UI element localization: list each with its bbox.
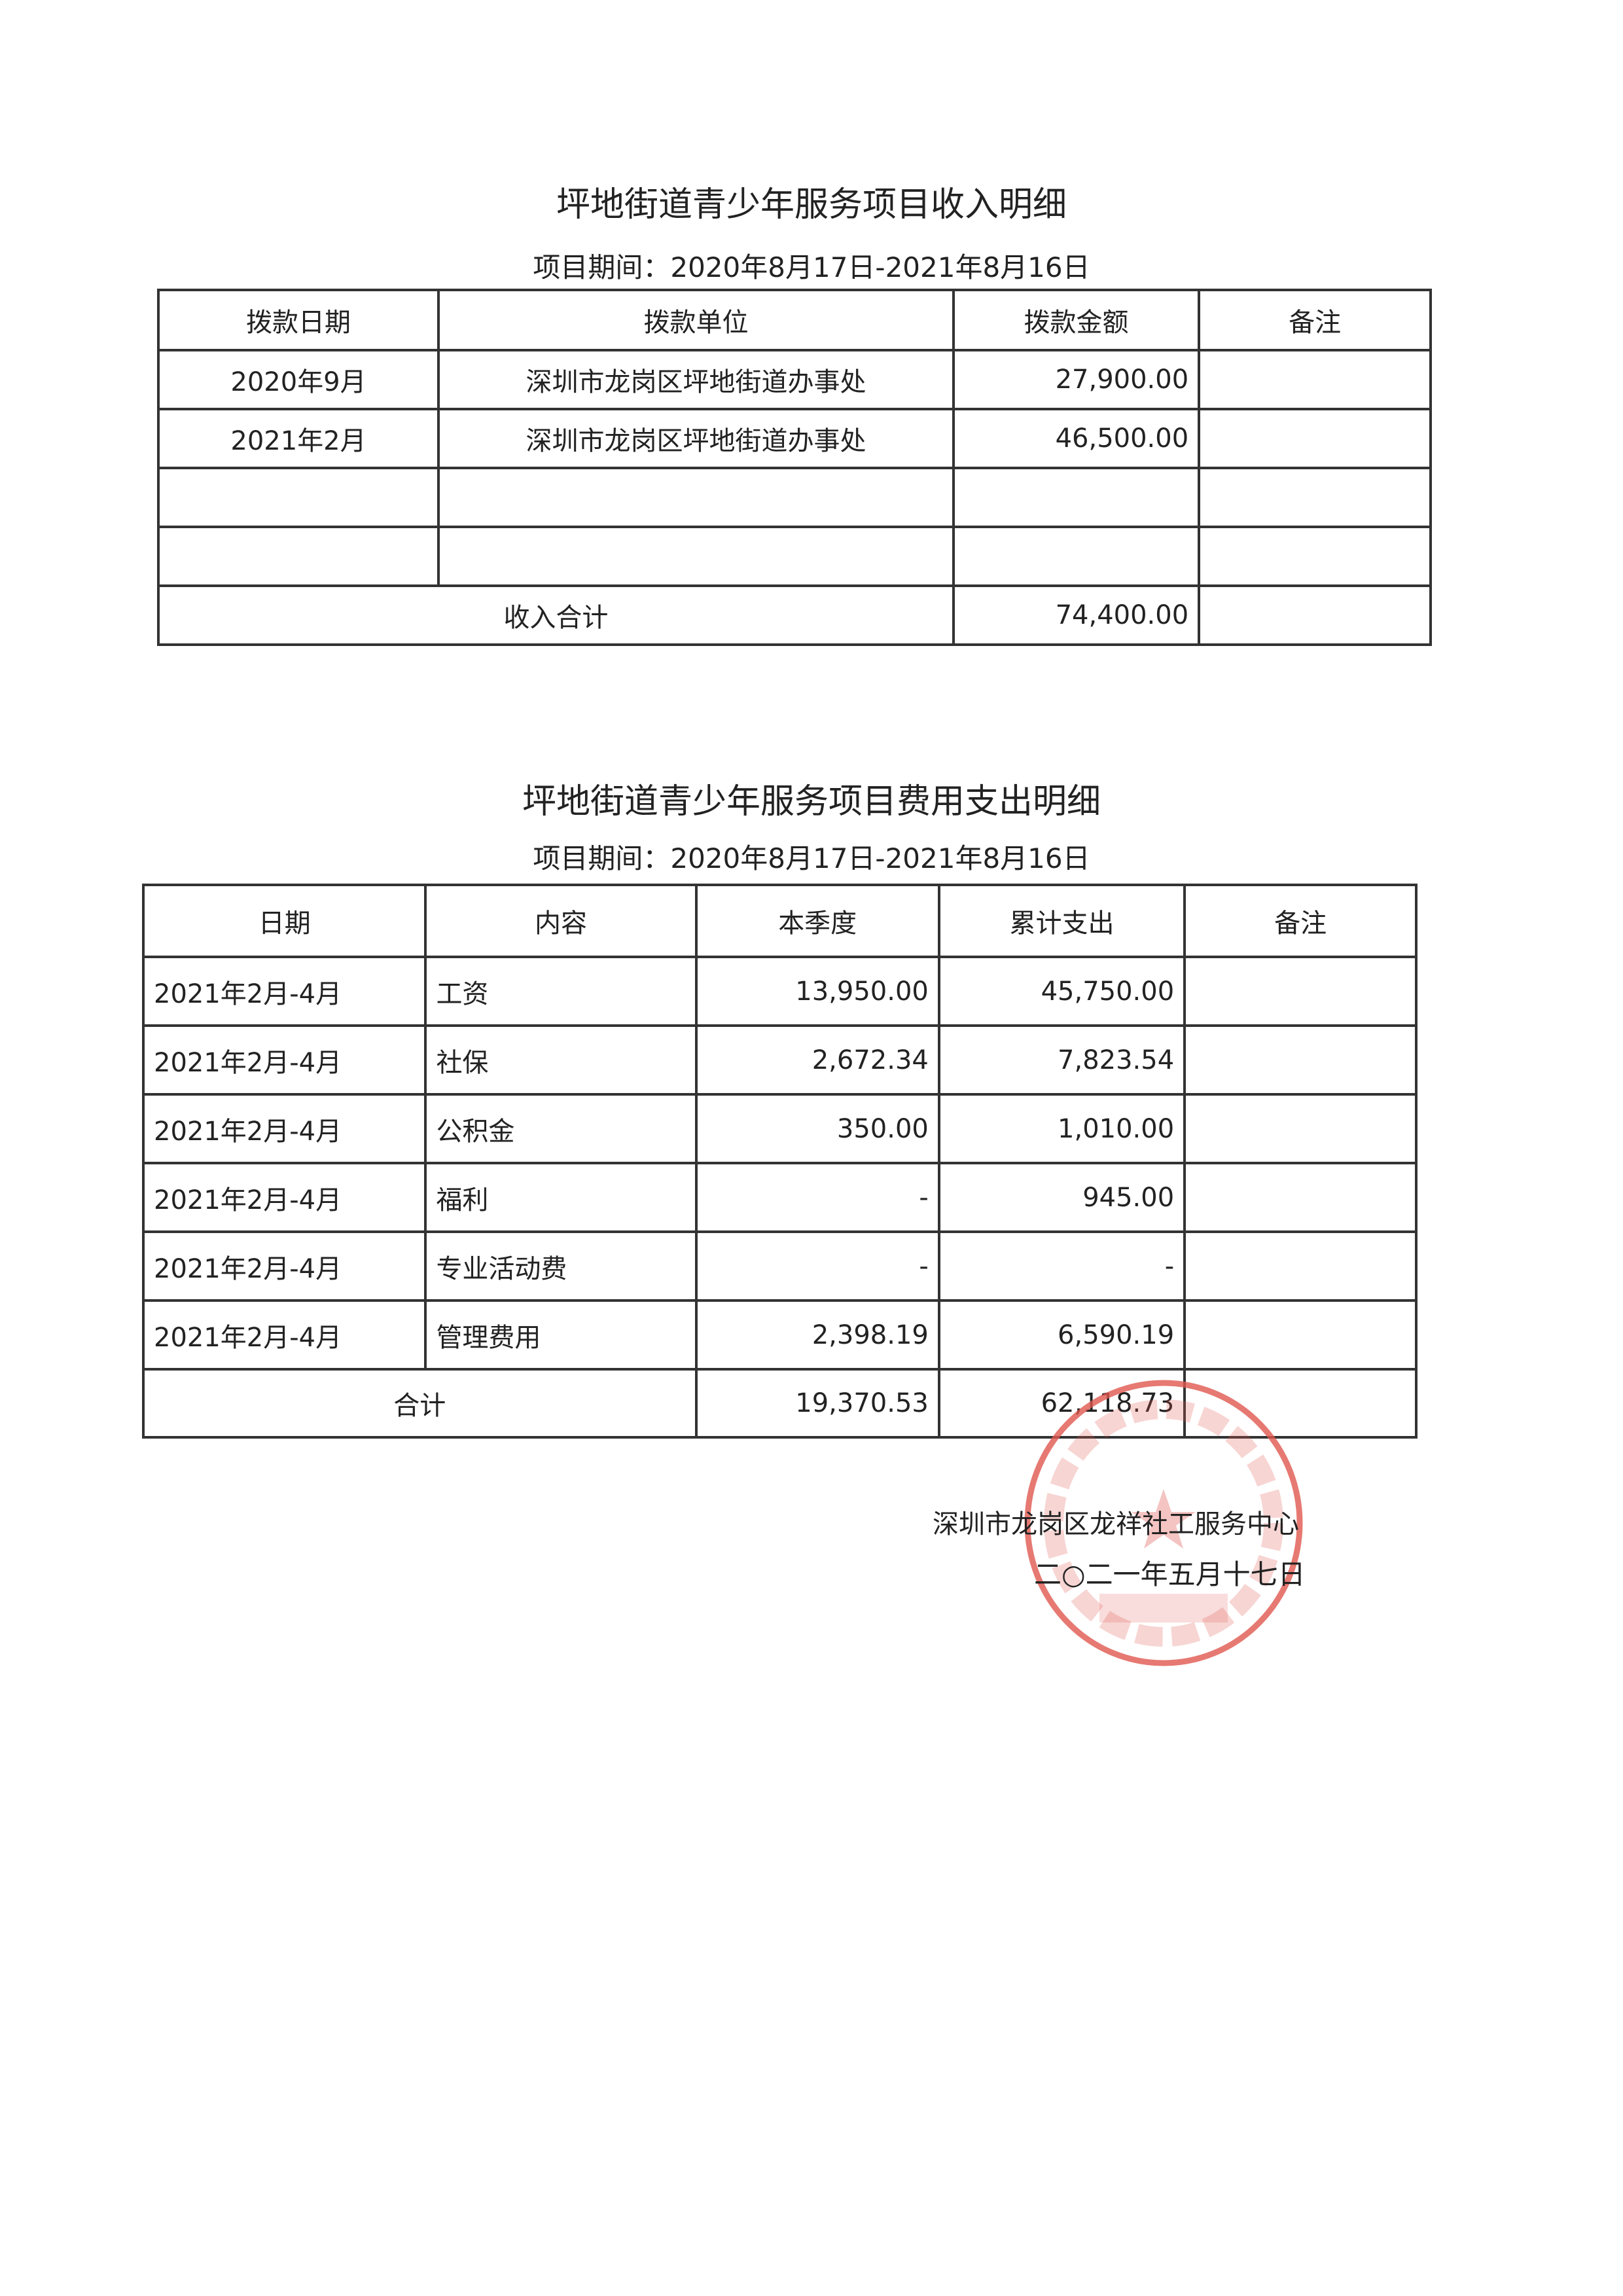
expense-table: 日期 内容 本季度 累计支出 备注 2021年2月-4月 工资 13,950.00 4… [141, 884, 1418, 1439]
cell-content: 管理费用 [424, 1299, 698, 1371]
cell-date: 2021年2月-4月 [141, 1093, 427, 1164]
table-row [156, 526, 1432, 587]
cell-date [156, 526, 440, 587]
table-row: 2021年2月-4月 管理费用 2,398.19 6,590.19 [141, 1299, 1418, 1371]
cell-unit [437, 467, 955, 528]
cell-amount [952, 526, 1201, 587]
header-date: 日期 [141, 884, 427, 958]
table-row: 2021年2月-4月 专业活动费 - - [141, 1230, 1418, 1302]
header-cumulative: 累计支出 [937, 884, 1186, 958]
table-row: 2021年2月 深圳市龙岗区坪地街道办事处 46,500.00 [156, 408, 1432, 469]
table-row: 2021年2月-4月 工资 13,950.00 45,750.00 [141, 956, 1418, 1027]
income-period: 项目期间：2020年8月17日-2021年8月16日 [533, 251, 1090, 283]
table-row [156, 467, 1432, 528]
cell-date [156, 467, 440, 528]
table-row: 2020年9月 深圳市龙岗区坪地街道办事处 27,900.00 [156, 349, 1432, 410]
cell-content: 专业活动费 [424, 1230, 698, 1302]
header-note: 备注 [1183, 884, 1418, 958]
cell-amount: 46,500.00 [952, 408, 1201, 469]
table-row: 2021年2月-4月 福利 -945.00 [141, 1162, 1418, 1233]
expense-total-row: 合计 19,370.53 62,118.73 [142, 1368, 1418, 1439]
cell-date: 2021年2月 [156, 408, 440, 469]
cell-cumulative: 6,590.19 [937, 1299, 1186, 1371]
seal-bottom-band [1099, 1594, 1228, 1623]
cell-unit [437, 526, 955, 587]
cell-quarter: 2,672.34 [694, 1024, 940, 1096]
cell-content: 工资 [424, 956, 698, 1027]
cell-note [1183, 1162, 1418, 1233]
header-unit: 拨款单位 [437, 289, 955, 351]
cell-date: 2020年9月 [156, 349, 440, 410]
cell-quarter: - [694, 1230, 940, 1302]
header-note: 备注 [1198, 289, 1432, 351]
total-cumulative: 62,118.73 [937, 1368, 1186, 1439]
cell-cumulative: 945.00 [937, 1162, 1186, 1233]
cell-note [1183, 1299, 1418, 1371]
total-label: 收入合计 [157, 584, 955, 646]
income-table: 拨款日期 拨款单位 拨款金额 备注 2020年9月 深圳市龙岗区坪地街道办事处 … [156, 289, 1432, 646]
cell-unit: 深圳市龙岗区坪地街道办事处 [437, 408, 955, 469]
cell-date: 2021年2月-4月 [141, 956, 427, 1027]
table-row: 2021年2月-4月 社保 2,672.34 7,823.54 [141, 1024, 1418, 1096]
income-title: 坪地街道青少年服务项目收入明细 [556, 185, 1067, 224]
cell-amount [952, 467, 1201, 528]
cell-note [1183, 1093, 1418, 1164]
total-label: 合计 [142, 1368, 698, 1439]
cell-quarter: - [694, 1162, 940, 1233]
cell-quarter: 350.00 [694, 1093, 940, 1164]
header-amount: 拨款金额 [952, 289, 1201, 351]
total-quarter: 19,370.53 [694, 1368, 940, 1439]
cell-note [1198, 526, 1432, 587]
cell-date: 2021年2月-4月 [141, 1299, 427, 1371]
cell-cumulative: 1,010.00 [937, 1093, 1186, 1164]
signature-date: 二○二一年五月十七日 [1034, 1558, 1306, 1590]
cell-quarter: 2,398.19 [694, 1299, 940, 1371]
expense-period: 项目期间：2020年8月17日-2021年8月16日 [533, 842, 1090, 874]
signature-org: 深圳市龙岗区龙祥社工服务中心 [933, 1509, 1299, 1539]
cell-date: 2021年2月-4月 [141, 1024, 427, 1096]
cell-date: 2021年2月-4月 [141, 1230, 427, 1302]
table-row: 2021年2月-4月 公积金 350.00 1,010.00 [141, 1093, 1418, 1164]
cell-note [1198, 408, 1432, 469]
cell-cumulative: 7,823.54 [937, 1024, 1186, 1096]
cell-date: 2021年2月-4月 [141, 1162, 427, 1233]
cell-amount: 27,900.00 [952, 349, 1201, 410]
cell-content: 公积金 [424, 1093, 698, 1164]
cell-note [1198, 467, 1432, 528]
cell-unit: 深圳市龙岗区坪地街道办事处 [437, 349, 955, 410]
cell-note [1183, 1024, 1418, 1096]
income-total-row: 收入合计 74,400.00 [157, 584, 1432, 646]
expense-title: 坪地街道青少年服务项目费用支出明细 [522, 782, 1101, 821]
cell-quarter: 13,950.00 [694, 956, 940, 1027]
cell-content: 福利 [424, 1162, 698, 1233]
cell-cumulative: - [937, 1230, 1186, 1302]
header-date: 拨款日期 [156, 289, 440, 351]
cell-note [1183, 956, 1418, 1027]
cell-cumulative: 45,750.00 [937, 956, 1186, 1027]
cell-note [1198, 349, 1432, 410]
header-quarter: 本季度 [694, 884, 940, 958]
total-note [1198, 584, 1432, 646]
header-content: 内容 [424, 884, 698, 958]
total-amount: 74,400.00 [952, 584, 1201, 646]
cell-content: 社保 [424, 1024, 698, 1096]
income-header-row: 拨款日期 拨款单位 拨款金额 备注 [156, 289, 1432, 351]
total-note [1183, 1368, 1418, 1439]
expense-header-row: 日期 内容 本季度 累计支出 备注 [141, 884, 1418, 958]
cell-note [1183, 1230, 1418, 1302]
